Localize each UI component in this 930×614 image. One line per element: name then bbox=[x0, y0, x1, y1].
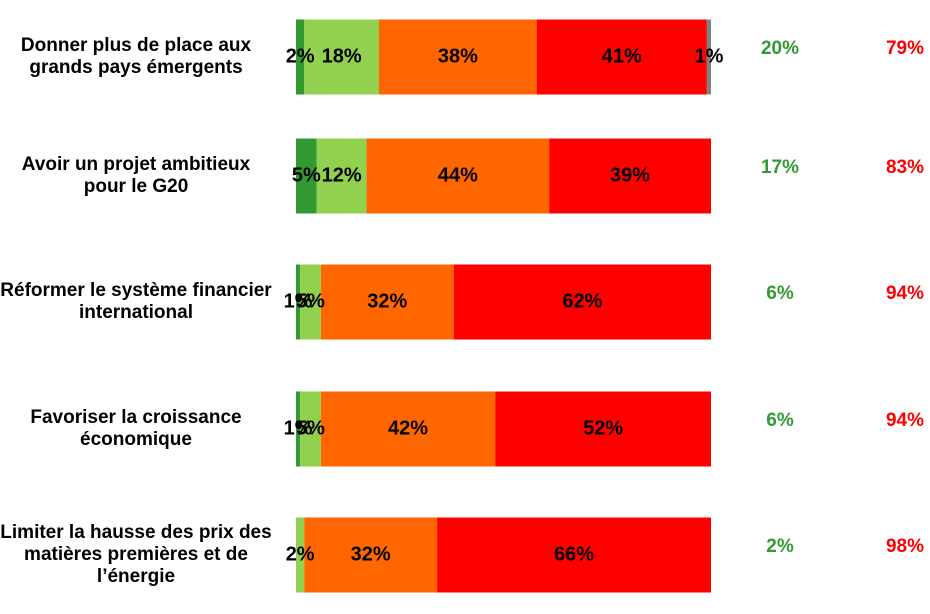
bar-segment bbox=[296, 138, 317, 214]
data-label: 12% bbox=[322, 164, 362, 186]
data-label: 44% bbox=[438, 164, 478, 186]
category-label: Donner plus de place aux grands pays éme… bbox=[20, 35, 252, 78]
summary-label: 20% bbox=[761, 38, 799, 59]
data-label: 1% bbox=[284, 290, 313, 312]
category-label: Favoriser la croissance économique bbox=[30, 407, 242, 450]
data-label: 52% bbox=[583, 417, 623, 439]
data-label: 39% bbox=[610, 164, 650, 186]
data-label: 66% bbox=[554, 543, 594, 565]
bar-segment bbox=[320, 264, 454, 340]
category-label: Avoir un projet ambitieux pour le G20 bbox=[21, 154, 251, 197]
bar-segment bbox=[437, 517, 711, 593]
data-label: 5% bbox=[296, 290, 325, 312]
bar-segment bbox=[366, 138, 550, 214]
data-label: 1% bbox=[284, 417, 313, 439]
bar-segment bbox=[453, 264, 711, 340]
data-label: 2% bbox=[286, 45, 315, 67]
bar-segment bbox=[304, 517, 438, 593]
bar-segment bbox=[549, 138, 711, 214]
data-label: 5% bbox=[292, 164, 321, 186]
bar-segment bbox=[495, 391, 711, 467]
bar-segment bbox=[316, 138, 367, 214]
bar-segment bbox=[296, 391, 301, 467]
category-label: Réformer le système financier internatio… bbox=[0, 280, 272, 323]
summary-label: 17% bbox=[761, 157, 799, 178]
category-label: Limiter la hausse des prix des matières … bbox=[0, 522, 272, 587]
bar-segment bbox=[304, 19, 379, 95]
summary-label: 79% bbox=[886, 38, 924, 59]
summary-label: 2% bbox=[766, 536, 794, 557]
data-label: 2% bbox=[286, 543, 315, 565]
data-label: 32% bbox=[367, 290, 407, 312]
bar-segment bbox=[536, 19, 707, 95]
data-label: 42% bbox=[388, 417, 428, 439]
bar-segment bbox=[379, 19, 537, 95]
bar-segment bbox=[296, 19, 305, 95]
data-label: 38% bbox=[438, 45, 478, 67]
data-label: 18% bbox=[322, 45, 362, 67]
summary-label: 6% bbox=[766, 283, 794, 304]
bar-segment bbox=[706, 19, 711, 95]
bar-segment bbox=[320, 391, 496, 467]
data-label: 41% bbox=[602, 45, 642, 67]
data-label: 62% bbox=[562, 290, 602, 312]
data-label: 1% bbox=[694, 45, 723, 67]
summary-label: 94% bbox=[886, 283, 924, 304]
bar-segment bbox=[300, 391, 321, 467]
summary-label: 94% bbox=[886, 410, 924, 431]
data-label: 5% bbox=[296, 417, 325, 439]
bar-segment bbox=[296, 264, 301, 340]
summary-label: 6% bbox=[766, 410, 794, 431]
bar-segment bbox=[296, 517, 305, 593]
summary-label: 98% bbox=[886, 536, 924, 557]
bar-segment bbox=[300, 264, 321, 340]
data-label: 32% bbox=[351, 543, 391, 565]
summary-label: 83% bbox=[886, 157, 924, 178]
